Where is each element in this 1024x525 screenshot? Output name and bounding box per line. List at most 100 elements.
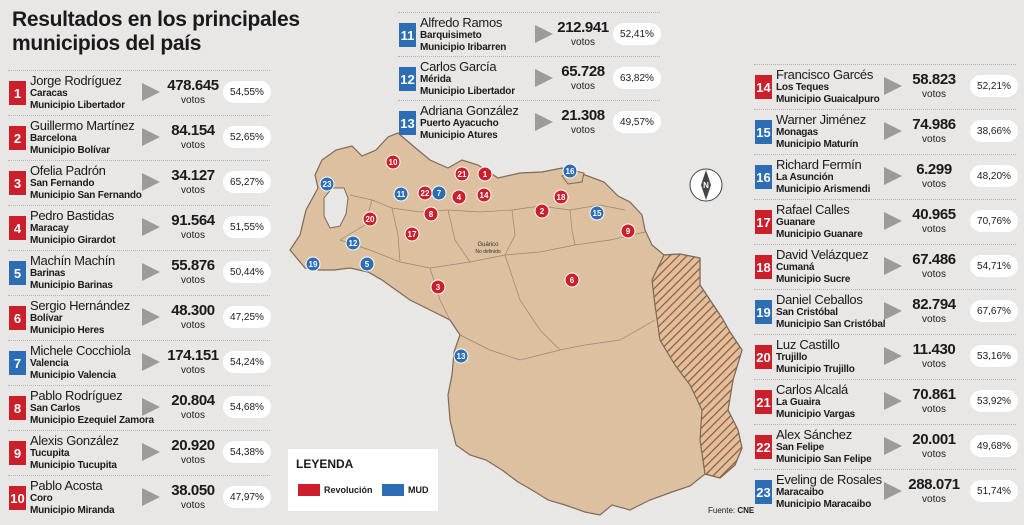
vote-percentage: 49,57% bbox=[613, 111, 661, 133]
arrow-icon bbox=[535, 69, 553, 87]
map-marker-dot bbox=[534, 203, 550, 219]
vote-percentage: 54,71% bbox=[970, 255, 1018, 277]
city-name: Valencia bbox=[30, 358, 69, 369]
arrow-icon bbox=[884, 482, 902, 500]
result-row: 6 Sergio Hernández Bolívar Municipio Heres 4… bbox=[8, 295, 271, 340]
region-sublabel: No definido bbox=[475, 249, 501, 255]
votes-unit-label: votos bbox=[571, 125, 595, 136]
city-name: San Fernando bbox=[30, 178, 95, 189]
city-name: Puerto Ayacucho bbox=[420, 118, 499, 129]
vote-percentage: 50,44% bbox=[223, 261, 271, 283]
candidate-name: Michele Cocchiola bbox=[30, 343, 131, 358]
map-marker: 18 bbox=[553, 189, 569, 205]
arrow-icon bbox=[142, 263, 160, 281]
arrow-icon bbox=[142, 488, 160, 506]
municipality-name: Municipio Iribarren bbox=[420, 42, 507, 53]
arrow-icon bbox=[884, 122, 902, 140]
arrow-icon bbox=[884, 77, 902, 95]
city-name: San Cristóbal bbox=[776, 307, 838, 318]
city-name: Maracaibo bbox=[776, 487, 824, 498]
city-name: Barcelona bbox=[30, 133, 77, 144]
vote-percentage: 54,38% bbox=[223, 441, 271, 463]
result-row: 1 Jorge Rodríguez Caracas Municipio Liberta… bbox=[8, 70, 271, 115]
result-number-badge: 4 bbox=[9, 216, 26, 240]
vote-count: 91.564 bbox=[171, 212, 215, 229]
vote-percentage: 52,65% bbox=[223, 126, 271, 148]
votes-unit-label: votos bbox=[181, 320, 205, 331]
map-marker-dot bbox=[393, 186, 409, 202]
municipality-name: Municipio Libertador bbox=[30, 100, 125, 111]
votes-unit-label: votos bbox=[922, 359, 946, 370]
city-name: Coro bbox=[30, 493, 53, 504]
city-name: Barquisimeto bbox=[420, 30, 482, 41]
map-marker-dot bbox=[385, 154, 401, 170]
city-name: Bolívar bbox=[30, 313, 63, 324]
title-line-1: Resultados en los principales bbox=[12, 8, 300, 31]
result-row: 12 Carlos García Mérida Municipio Libertado… bbox=[398, 56, 661, 100]
page-title: Resultados en los principales municipios… bbox=[12, 8, 300, 56]
map-marker: 20 bbox=[362, 211, 378, 227]
municipality-name: Municipio Guanare bbox=[776, 229, 863, 240]
result-row: 17 Rafael Calles Guanare Municipio Guanare 4… bbox=[754, 199, 1018, 244]
vote-percentage: 53,92% bbox=[970, 390, 1018, 412]
result-number-badge: 10 bbox=[9, 486, 26, 510]
result-row: 7 Michele Cocchiola Valencia Municipio Vale… bbox=[8, 340, 271, 385]
result-number-badge: 21 bbox=[755, 390, 772, 414]
results-column-left: 1 Jorge Rodríguez Caracas Municipio Liberta… bbox=[8, 70, 271, 520]
state-borders bbox=[339, 194, 656, 361]
city-name: Mérida bbox=[420, 74, 452, 85]
results-column-middle: 11 Alfredo Ramos Barquisimeto Municipio Iri… bbox=[398, 12, 661, 144]
map-marker-dot bbox=[417, 185, 433, 201]
arrow-icon bbox=[142, 353, 160, 371]
map-marker-dot bbox=[589, 205, 605, 221]
map-marker-number: 23 bbox=[323, 180, 332, 189]
city-name: Maracay bbox=[30, 223, 69, 234]
votes-unit-label: votos bbox=[922, 314, 946, 325]
candidate-name: Jorge Rodríguez bbox=[30, 73, 122, 88]
municipality-name: Municipio Valencia bbox=[30, 370, 116, 381]
arrow-icon bbox=[142, 443, 160, 461]
municipality-name: Municipio San Cristóbal bbox=[776, 319, 886, 330]
votes-unit-label: votos bbox=[181, 275, 205, 286]
map-marker-number: 9 bbox=[626, 227, 631, 236]
result-number-badge: 16 bbox=[755, 165, 772, 189]
result-row: 11 Alfredo Ramos Barquisimeto Municipio Iri… bbox=[398, 12, 661, 56]
candidate-name: Carlos Alcalá bbox=[776, 382, 848, 397]
candidate-name: Alexis González bbox=[30, 433, 119, 448]
vote-percentage: 49,68% bbox=[970, 435, 1018, 457]
map-marker-number: 19 bbox=[309, 260, 318, 269]
result-number-badge: 5 bbox=[9, 261, 26, 285]
vote-count: 67.486 bbox=[912, 251, 956, 268]
result-number-badge: 9 bbox=[9, 441, 26, 465]
map-marker-dot bbox=[305, 256, 321, 272]
vote-count: 38.050 bbox=[171, 482, 215, 499]
map-marker-dot bbox=[404, 226, 420, 242]
votes-unit-label: votos bbox=[922, 89, 946, 100]
votes-unit-label: votos bbox=[922, 404, 946, 415]
vote-percentage: 63,82% bbox=[613, 67, 661, 89]
map-marker-dot bbox=[423, 206, 439, 222]
result-row: 20 Luz Castillo Trujillo Municipio Trujillo… bbox=[754, 334, 1018, 379]
map-marker-dot bbox=[477, 166, 493, 182]
map-marker-dot bbox=[359, 256, 375, 272]
vote-percentage: 51,74% bbox=[970, 480, 1018, 502]
municipality-name: Municipio San Felipe bbox=[776, 454, 872, 465]
legend-swatch-revolucion bbox=[298, 484, 320, 496]
votes-unit-label: votos bbox=[922, 449, 946, 460]
candidate-name: Alex Sánchez bbox=[776, 427, 852, 442]
result-row: 23 Eveling de Rosales Maracaibo Municipio M… bbox=[754, 469, 1018, 514]
map-marker-number: 5 bbox=[365, 260, 370, 269]
map-marker-dot bbox=[451, 189, 467, 205]
arrow-icon bbox=[884, 392, 902, 410]
vote-percentage: 54,24% bbox=[223, 351, 271, 373]
map-marker: 13 bbox=[453, 348, 469, 364]
vote-percentage: 54,68% bbox=[223, 396, 271, 418]
arrow-icon bbox=[884, 167, 902, 185]
candidate-name: Sergio Hernández bbox=[30, 298, 130, 313]
legend-swatch-mud bbox=[382, 484, 404, 496]
source-note: Fuente: CNE bbox=[708, 506, 754, 515]
map-marker: 14 bbox=[476, 187, 492, 203]
votes-unit-label: votos bbox=[922, 134, 946, 145]
vote-percentage: 53,16% bbox=[970, 345, 1018, 367]
